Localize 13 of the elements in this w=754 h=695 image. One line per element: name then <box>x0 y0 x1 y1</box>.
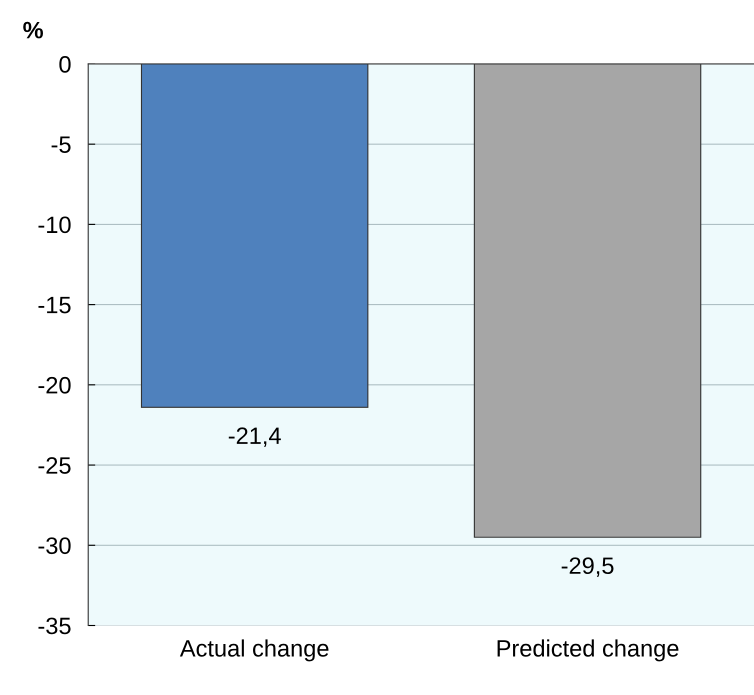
y-tick-label: -30 <box>38 537 71 554</box>
y-tick-label: -20 <box>38 376 71 394</box>
y-tick-label: -5 <box>52 136 71 153</box>
x-tick-label: Predicted change <box>498 639 678 662</box>
y-axis-title: % <box>23 22 43 38</box>
y-tick-label: -10 <box>38 216 71 234</box>
y-tick-label: -25 <box>38 457 71 474</box>
y-tick-label: 0 <box>59 56 71 73</box>
data-label: -29,5 <box>562 557 614 577</box>
y-tick-label: -15 <box>38 296 71 314</box>
data-label: -21,4 <box>228 427 281 447</box>
y-tick-label: -35 <box>38 618 71 634</box>
x-tick-label: Actual change <box>180 639 328 662</box>
